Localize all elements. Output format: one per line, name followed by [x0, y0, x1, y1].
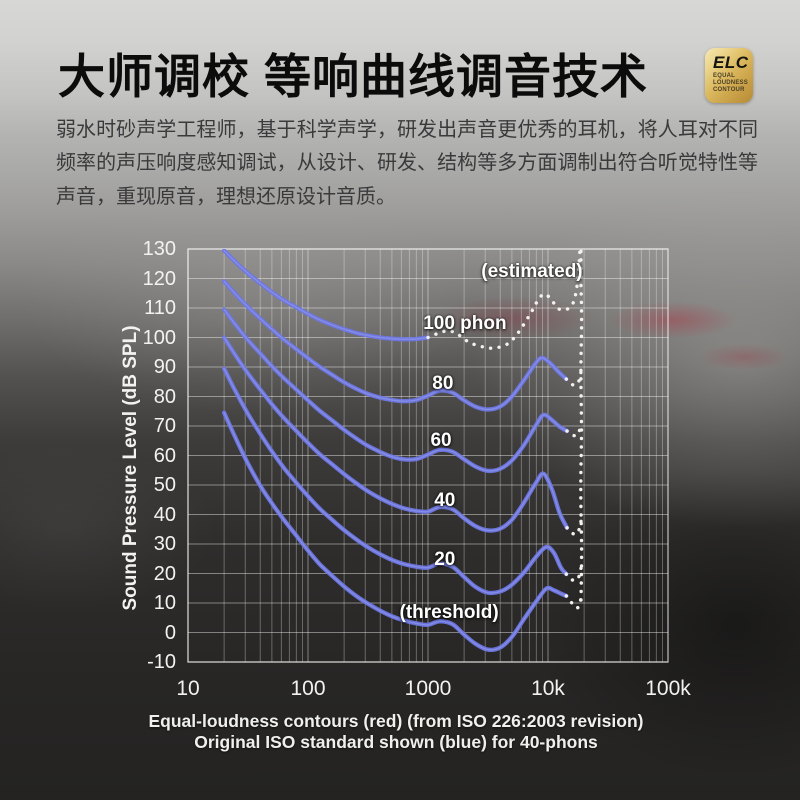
- contour-60-phon-highlight: [223, 308, 568, 472]
- curve-label-40: 40: [434, 489, 456, 511]
- y-tick-label-100: 100: [142, 326, 176, 349]
- curve-label-60: 60: [430, 430, 452, 452]
- y-tick-label-120: 120: [142, 267, 176, 290]
- curve-label-threshold: (threshold): [399, 602, 499, 624]
- y-tick-label-80: 80: [153, 385, 176, 408]
- elc-badge-subtitle: EQUAL LOUDNESS CONTOUR: [713, 73, 753, 94]
- estimated-60-tail: [565, 421, 584, 438]
- curve-label-20: 20: [434, 548, 456, 570]
- elc-badge: ELC EQUAL LOUDNESS CONTOUR: [705, 48, 753, 103]
- y-tick-label-110: 110: [144, 297, 176, 319]
- y-tick-label-130: 130: [142, 238, 176, 260]
- estimated-threshold-tail: [564, 592, 584, 610]
- chart-caption: Equal-loudness contours (red) (from ISO …: [0, 711, 792, 752]
- chart-caption-line1: Equal-loudness contours (red) (from ISO …: [148, 711, 644, 731]
- page-title: 大师调校 等响曲线调音技术: [58, 50, 649, 103]
- x-tick-label-100k: 100k: [645, 677, 691, 700]
- estimated-100-phon: [426, 249, 582, 350]
- y-tick-label-20: 20: [153, 562, 176, 585]
- estimated-40-tail: [565, 517, 584, 536]
- contour-20-phon-highlight: [223, 367, 567, 594]
- plot-frame: [187, 248, 669, 663]
- x-tick-label-1000: 1000: [404, 677, 452, 700]
- y-tick-label-0: 0: [164, 621, 176, 644]
- y-tick-label-70: 70: [153, 415, 176, 437]
- contour-curves: [221, 249, 584, 652]
- contour-threshold-highlight: [223, 412, 567, 651]
- elc-badge-subtitle-line1: EQUAL: [713, 73, 735, 79]
- contour-40-phon: [221, 335, 570, 533]
- estimated-20k-rise: [579, 249, 584, 602]
- contour-40-phon-highlight: [223, 336, 568, 532]
- y-tick-label-90: 90: [153, 356, 176, 378]
- contour-100-phon-highlight: [223, 249, 429, 341]
- y-tick-label-50: 50: [153, 474, 176, 496]
- intro-paragraph: 弱水时砂声学工程师，基于科学声学，研发出声音更优秀的耳机，将人耳对不同频率的声压…: [56, 119, 758, 208]
- chart-caption-line2: Original ISO standard shown (blue) for 4…: [194, 731, 598, 752]
- curve-label-100phon: 100 phon: [423, 312, 507, 334]
- elc-badge-subtitle-line2: LOUDNESS: [713, 80, 748, 86]
- contour-80-phon-highlight: [223, 280, 567, 411]
- x-tick-label-100: 100: [290, 677, 326, 700]
- y-tick-label-30: 30: [153, 533, 176, 555]
- x-tick-label-10k: 10k: [531, 677, 565, 700]
- elc-badge-acronym: ELC: [713, 53, 749, 72]
- curve-label-80: 80: [432, 372, 454, 394]
- contour-100-phon: [221, 249, 431, 342]
- estimated-80-tail: [564, 368, 584, 387]
- contour-80-phon: [221, 279, 569, 412]
- y-tick-label-10: 10: [153, 592, 176, 614]
- curve-label-estimated: (estimated): [481, 260, 583, 282]
- contour-threshold: [221, 410, 569, 652]
- y-axis-title: Sound Pressure Level (dB SPL): [120, 325, 141, 611]
- y-tick-label-40: 40: [153, 503, 176, 526]
- elc-badge-subtitle-line3: CONTOUR: [713, 87, 745, 93]
- x-tick-label-10: 10: [176, 677, 200, 700]
- y-tick-label--10: -10: [147, 651, 176, 673]
- y-tick-label-60: 60: [153, 444, 176, 467]
